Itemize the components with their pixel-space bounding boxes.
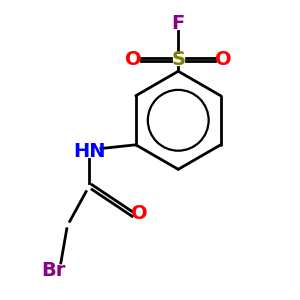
Text: O: O [214, 50, 231, 69]
Text: O: O [131, 204, 148, 224]
Text: S: S [171, 50, 185, 69]
Text: F: F [172, 14, 185, 33]
Text: Br: Br [41, 261, 66, 280]
Text: O: O [125, 50, 142, 69]
Text: HN: HN [73, 142, 105, 161]
